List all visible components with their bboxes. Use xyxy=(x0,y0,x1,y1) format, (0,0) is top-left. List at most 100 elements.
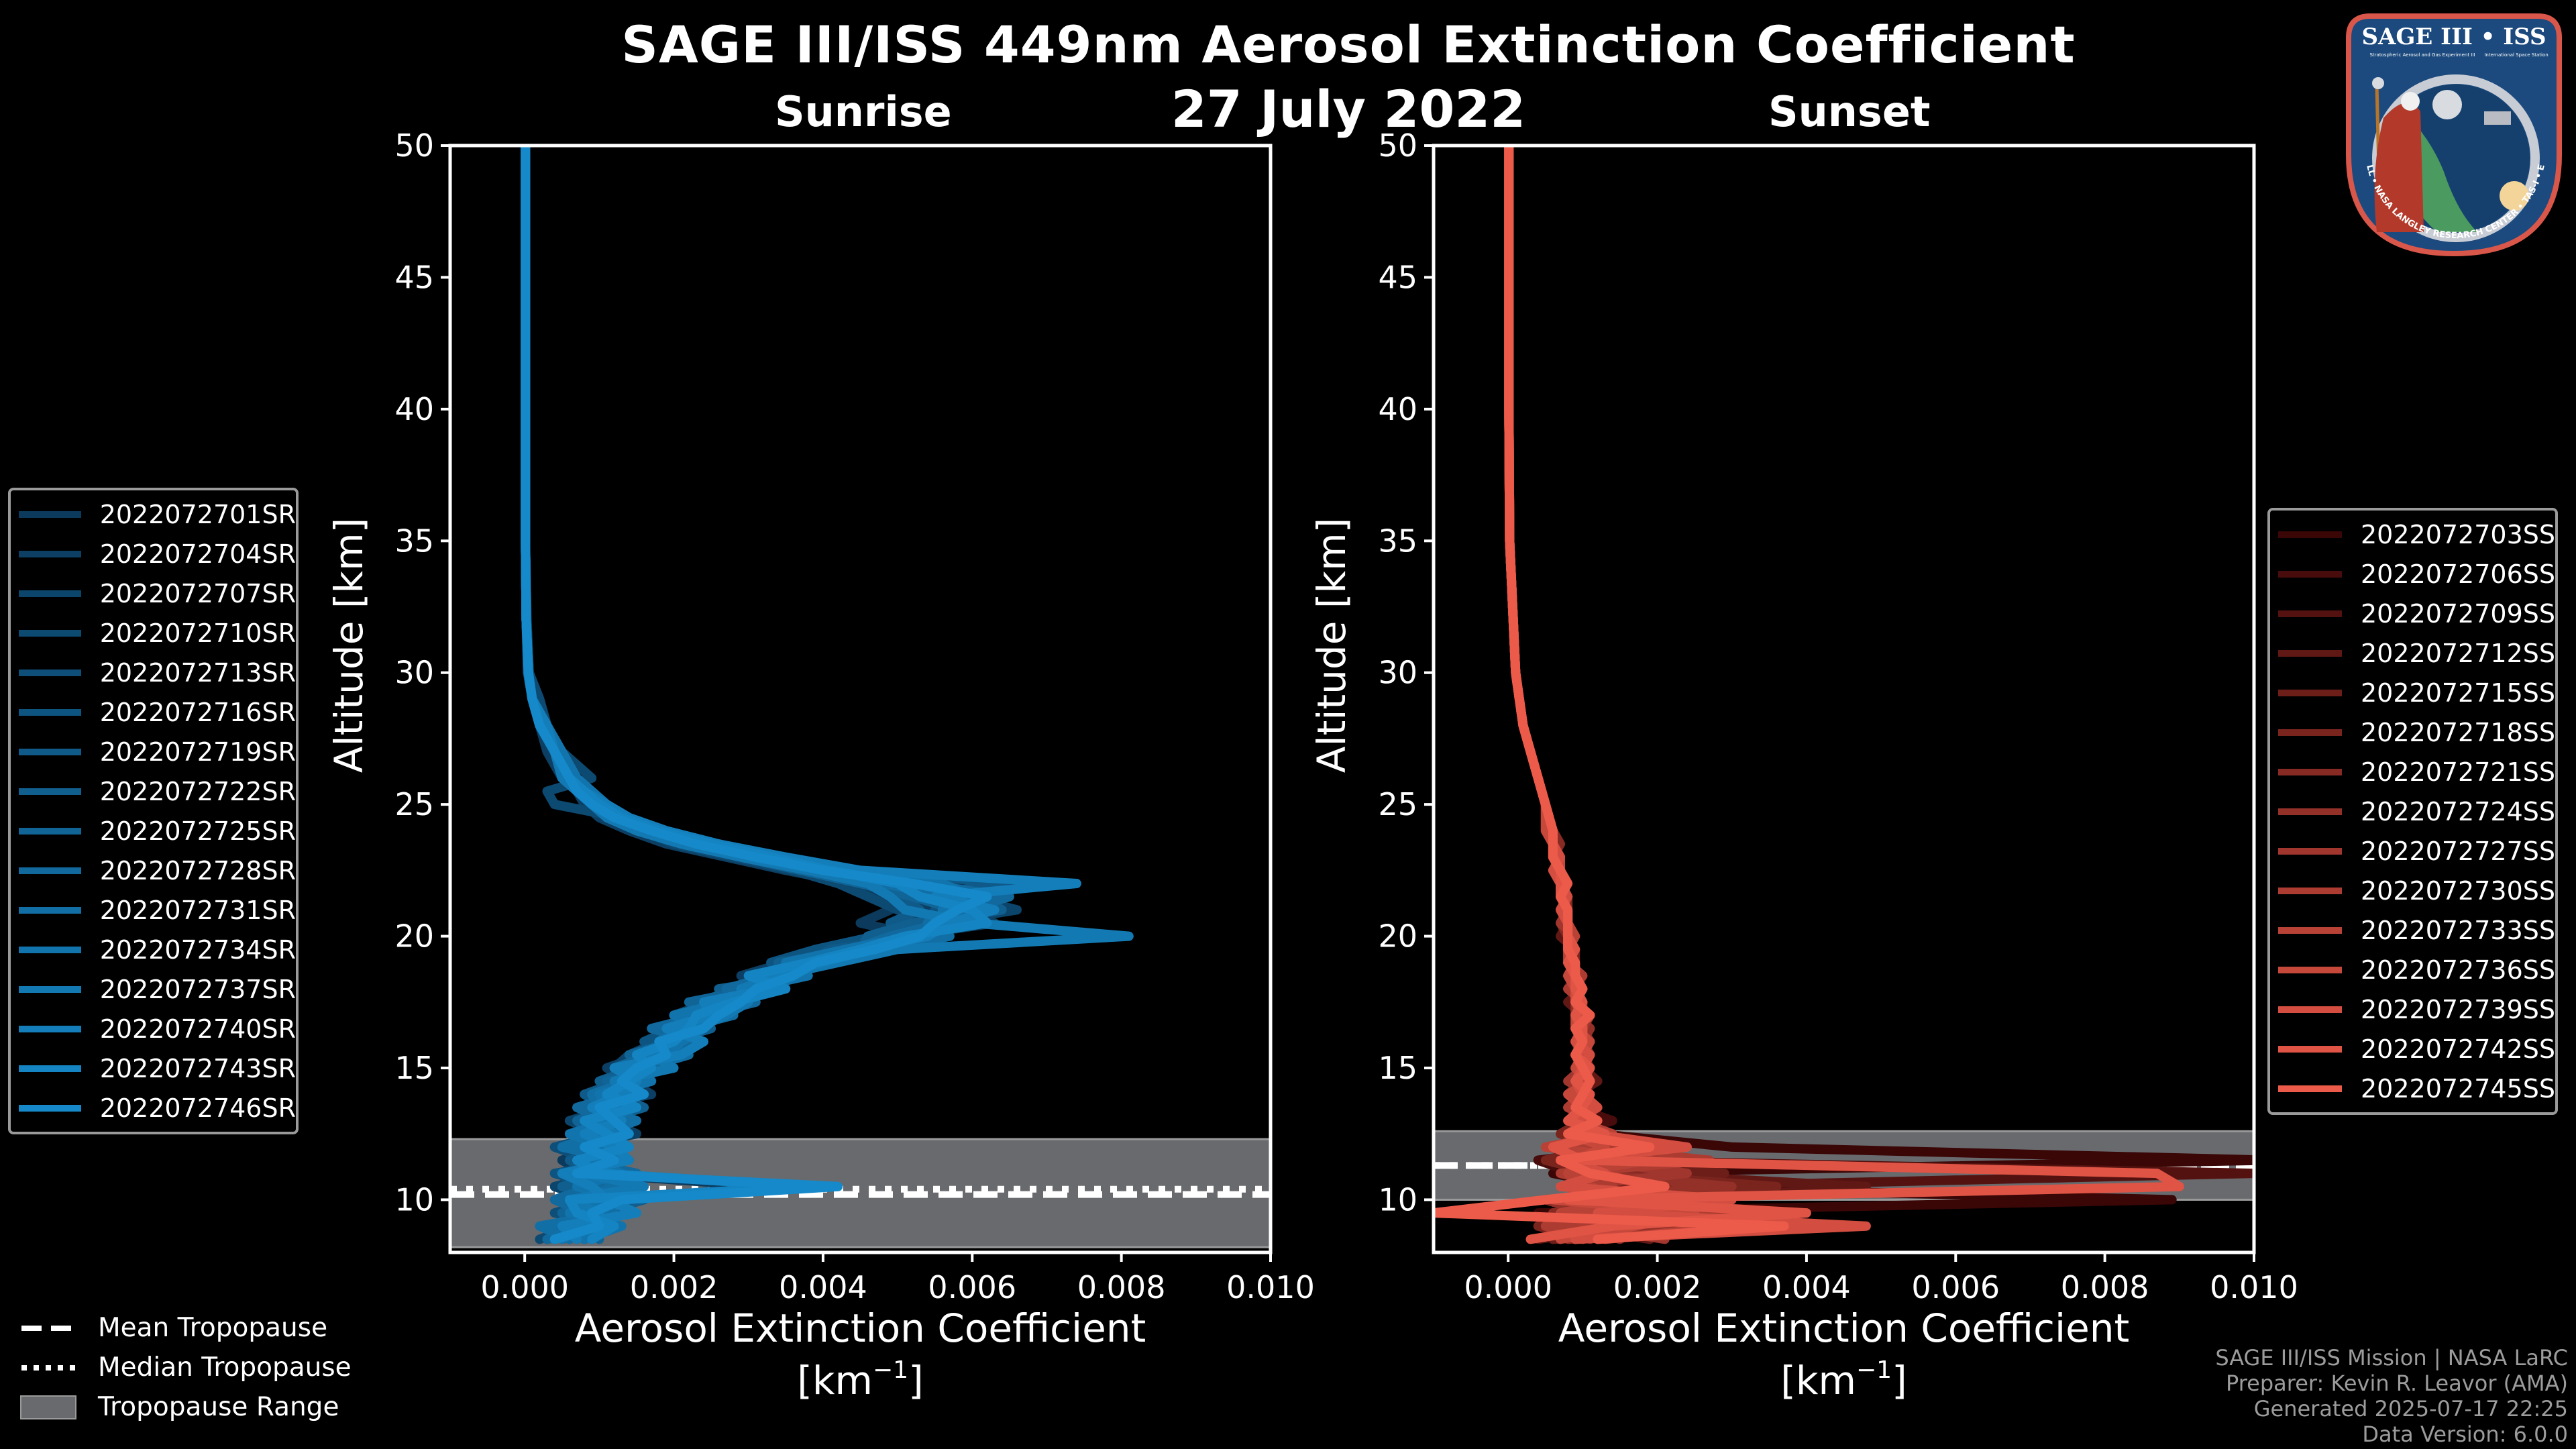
axes-frame xyxy=(448,144,1273,1254)
profile-line-2022072745SS xyxy=(1434,146,1789,1244)
legend-line-swatch-icon xyxy=(19,511,81,518)
legend-item-2022072736SS: 2022072736SS xyxy=(2270,950,2555,989)
legend-label: 2022072704SR xyxy=(99,539,296,569)
y-tick-label: 30 xyxy=(1378,655,1417,691)
legend-line-swatch-icon xyxy=(19,550,81,557)
legend-item-2022072719SR: 2022072719SR xyxy=(11,732,296,771)
legend-line-swatch-icon xyxy=(2278,689,2342,696)
profile-line-2022072725SR xyxy=(521,146,985,1244)
units-base: [km xyxy=(1780,1358,1856,1403)
credits-data-version: Data Version: 6.0.0 xyxy=(2362,1421,2568,1447)
legend-item-2022072746SR: 2022072746SR xyxy=(11,1088,296,1128)
y-tick-label: 50 xyxy=(394,127,434,164)
band-swatch-icon xyxy=(20,1395,76,1419)
legend-line-swatch-icon xyxy=(2278,531,2342,538)
legend-line-swatch-icon xyxy=(19,827,81,835)
plot-area xyxy=(450,146,1271,1248)
y-tick-label: 50 xyxy=(1378,127,1417,164)
y-tick-label: 20 xyxy=(1378,918,1417,955)
x-tick-label: 0.000 xyxy=(480,1269,569,1305)
profile-line-2022072710SR xyxy=(521,146,962,1244)
y-axis-label: Altitude [km] xyxy=(326,518,372,773)
legend-item-2022072710SR: 2022072710SR xyxy=(11,613,296,653)
sunset-legend: 2022072703SS 2022072706SS 2022072709SS 2022… xyxy=(2267,508,2558,1115)
profile-line-2022072701SR xyxy=(521,146,985,1244)
legend-item-2022072718SS: 2022072718SS xyxy=(2270,712,2555,752)
credits-mission: SAGE III/ISS Mission | NASA LaRC xyxy=(2215,1345,2568,1371)
legend-label: 2022072719SR xyxy=(99,737,296,767)
y-tick-label: 25 xyxy=(394,786,434,822)
profile-line-2022072734SR xyxy=(521,146,977,1244)
profile-line-2022072739SS xyxy=(1504,146,1871,1244)
legend-item-2022072722SR: 2022072722SR xyxy=(11,771,296,811)
profile-line-2022072730SS xyxy=(1504,146,1774,1244)
x-tick-label: 0.006 xyxy=(928,1269,1016,1305)
y-tick-label: 40 xyxy=(1378,391,1417,427)
legend-line-swatch-icon xyxy=(2278,570,2342,578)
legend-item-2022072728SR: 2022072728SR xyxy=(11,851,296,890)
legend-label: 2022072718SS xyxy=(2360,717,2555,747)
legend-line-swatch-icon xyxy=(19,985,81,993)
legend-label: 2022072722SR xyxy=(99,776,296,806)
legend-line-swatch-icon xyxy=(2278,887,2342,894)
x-tick-label: 0.010 xyxy=(2210,1269,2298,1305)
profile-line-2022072716SR xyxy=(521,146,977,1244)
figure-title: SAGE III/ISS 449nm Aerosol Extinction Co… xyxy=(621,15,2076,74)
legend-label: Tropopause Range xyxy=(98,1392,339,1422)
dashed-line-swatch-icon xyxy=(20,1321,76,1336)
profile-line-2022072718SS xyxy=(1504,146,1782,1244)
legend-line-swatch-icon xyxy=(19,867,81,874)
profile-line-2022072731SR xyxy=(521,146,992,1244)
legend-label: 2022072715SS xyxy=(2360,678,2555,708)
legend-item-2022072703SS: 2022072703SS xyxy=(2270,515,2555,554)
x-tick-label: 0.008 xyxy=(2061,1269,2149,1305)
legend-item-2022072706SS: 2022072706SS xyxy=(2270,554,2555,594)
legend-label: Mean Tropopause xyxy=(98,1313,328,1343)
y-axis-label: Altitude [km] xyxy=(1309,518,1354,773)
legend-line-swatch-icon xyxy=(2278,610,2342,617)
legend-item-2022072709SS: 2022072709SS xyxy=(2270,594,2555,633)
profile-line-2022072719SR xyxy=(521,146,1022,1244)
profile-line-2022072736SS xyxy=(1504,146,1700,1244)
legend-line-swatch-icon xyxy=(19,946,81,953)
legend-line-swatch-icon xyxy=(2278,926,2342,934)
units-close: ] xyxy=(1892,1358,1907,1403)
y-tick-label: 15 xyxy=(394,1050,434,1086)
legend-label: 2022072710SR xyxy=(99,618,296,648)
legend-item-2022072727SS: 2022072727SS xyxy=(2270,831,2555,871)
units-superscript: −1 xyxy=(873,1356,908,1384)
y-tick-label: 30 xyxy=(394,655,434,691)
legend-item-2022072734SR: 2022072734SR xyxy=(11,930,296,969)
y-tick-label: 15 xyxy=(1378,1050,1417,1086)
x-axis-units: [km−1] xyxy=(1780,1356,1907,1403)
legend-line-swatch-icon xyxy=(19,1104,81,1112)
x-tick-label: 0.004 xyxy=(779,1269,867,1305)
legend-label: 2022072740SR xyxy=(99,1014,296,1044)
sunrise-panel: 10 15 20 25 30 35 40 45 50 0.000 0.002 0.004 0.006 0.… xyxy=(326,127,1315,1403)
legend-item-2022072715SS: 2022072715SS xyxy=(2270,673,2555,712)
y-tick-label: 25 xyxy=(1378,786,1417,822)
axes-frame xyxy=(1432,144,2256,1254)
legend-item-2022072731SR: 2022072731SR xyxy=(11,890,296,930)
units-close: ] xyxy=(908,1358,924,1403)
profile-line-2022072709SS xyxy=(1504,146,2254,1244)
legend-label: 2022072713SR xyxy=(99,657,296,688)
legend-label: 2022072737SR xyxy=(99,974,296,1004)
logo-subtitle-left: Stratospheric Aerosol and Gas Experiment… xyxy=(2369,52,2475,58)
legend-item-2022072713SR: 2022072713SR xyxy=(11,653,296,692)
legend-item-2022072707SR: 2022072707SR xyxy=(11,574,296,613)
logo-subtitle-right: International Space Station xyxy=(2484,52,2548,58)
legend-line-swatch-icon xyxy=(2278,1006,2342,1013)
legend-line-swatch-icon xyxy=(19,590,81,597)
legend-item-2022072716SR: 2022072716SR xyxy=(11,692,296,732)
profile-line-2022072706SS xyxy=(1504,146,1774,1244)
profile-line-2022072728SR xyxy=(521,146,1014,1244)
legend-item-2022072745SS: 2022072745SS xyxy=(2270,1069,2555,1108)
profile-line-2022072715SS xyxy=(1504,146,1760,1244)
legend-item-2022072730SS: 2022072730SS xyxy=(2270,871,2555,910)
profile-line-2022072713SR xyxy=(521,146,985,1244)
legend-line-swatch-icon xyxy=(19,1065,81,1072)
legend-label: 2022072743SR xyxy=(99,1053,296,1083)
legend-item-2022072739SS: 2022072739SS xyxy=(2270,989,2555,1029)
legend-label: 2022072724SS xyxy=(2360,796,2555,826)
